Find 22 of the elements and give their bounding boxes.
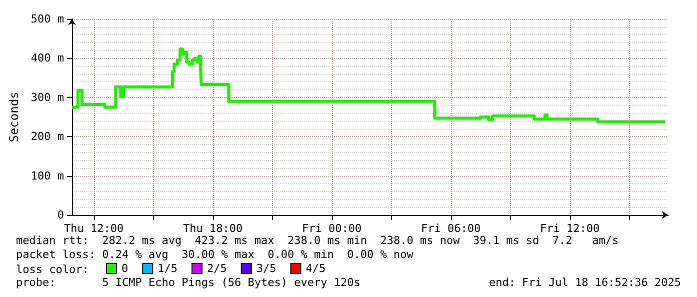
y-tick-label: 500 m (30, 12, 64, 26)
text: end: Fri Jul 18 16:52:36 2025 (488, 276, 682, 289)
x-tick-label: Thu 18:00 (183, 222, 243, 235)
y-tick-label: 0 (57, 208, 64, 222)
y-tick-label: 300 m (30, 90, 64, 104)
y-tick-label: 200 m (30, 130, 64, 144)
legend-label: 2/5 (206, 262, 227, 275)
legend-label: 4/5 (306, 262, 326, 275)
x-tick-label: Fri 12:00 (540, 222, 600, 235)
y-tick-label: 100 m (30, 169, 64, 182)
text: packet loss: 0.24 % avg 30.00 % max 0.00 % min 0.00 % now (16, 248, 414, 261)
x-tick-label: Fri 06:00 (421, 222, 481, 235)
y-axis-title: Seconds (7, 92, 21, 142)
legend-label: 0 (122, 262, 128, 275)
legend-label: 1/5 (158, 262, 178, 275)
text: probe: 5 ICMP Echo Pings (56 Bytes) every 120s (16, 276, 360, 289)
x-tick-label: Thu 12:00 (64, 222, 124, 235)
y-tick-label: 400 m (30, 52, 64, 65)
text: median rtt: 282.2 ms avg 423.2 ms max 238.0 ms min 238.0 ms now 39.1 ms sd 7.2 am/s (16, 234, 619, 247)
legend-title: loss color: (16, 263, 89, 276)
x-tick-label: Fri 00:00 (302, 222, 362, 235)
legend-label: 3/5 (256, 262, 276, 275)
